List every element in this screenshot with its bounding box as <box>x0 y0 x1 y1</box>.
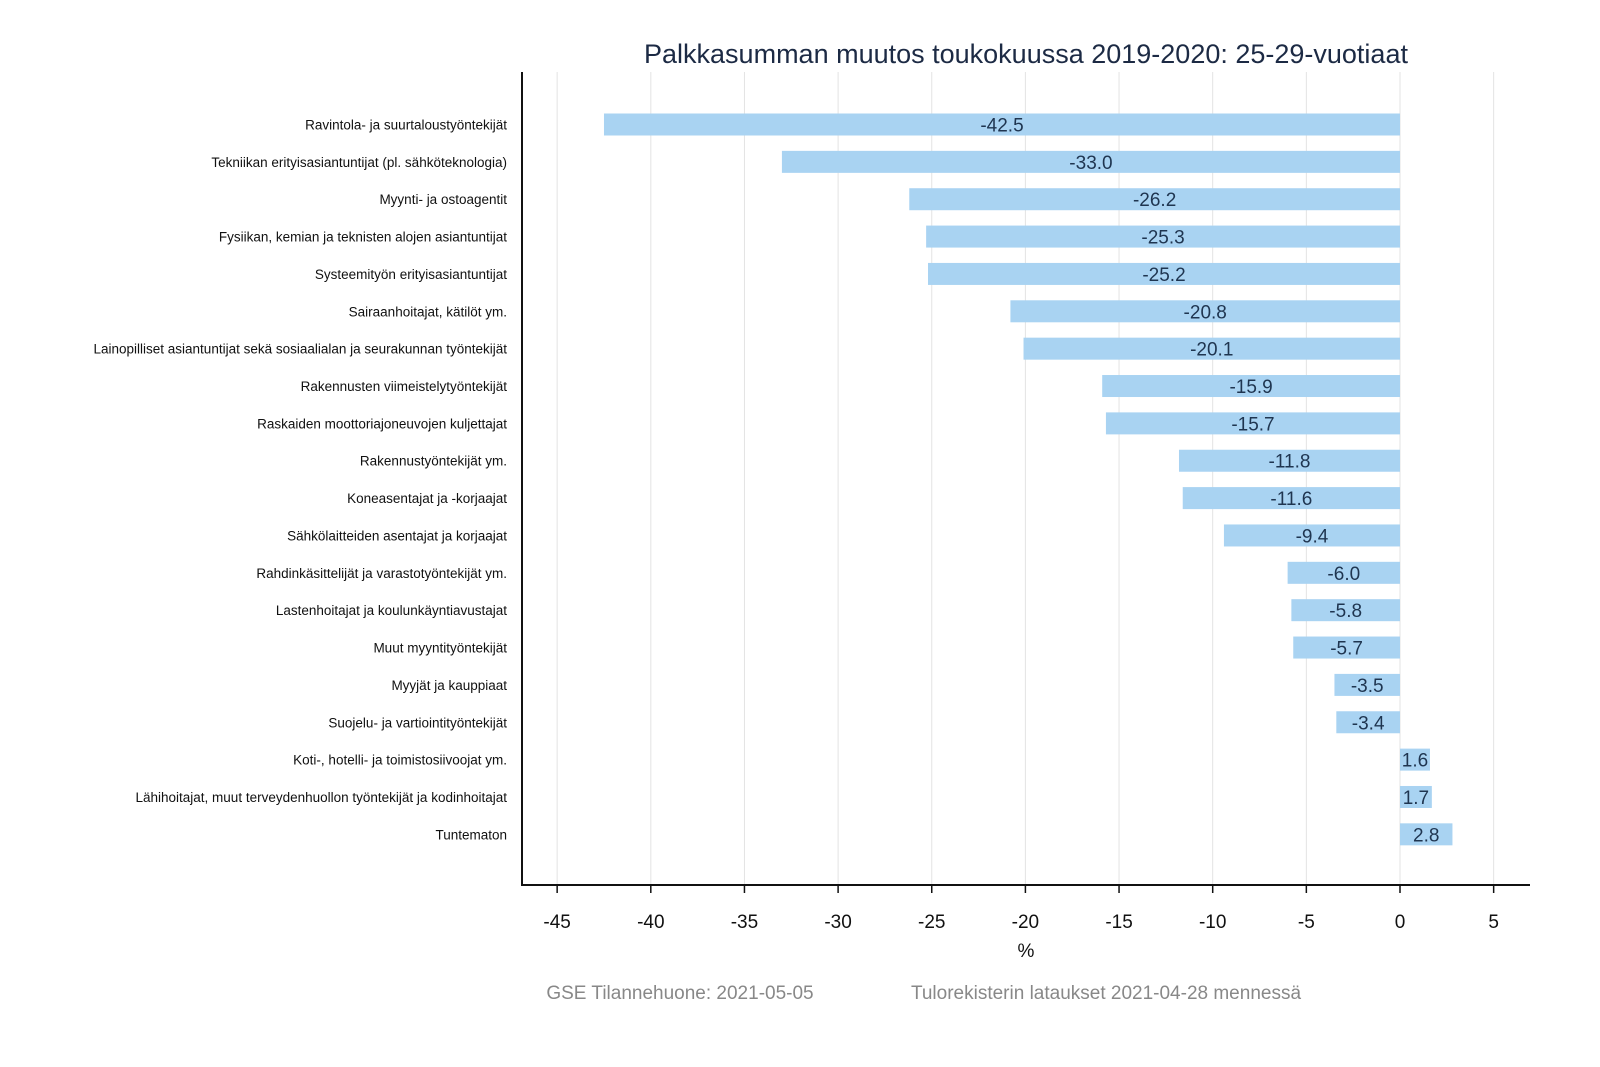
category-label: Sähkölaitteiden asentajat ja korjaajat <box>287 528 507 543</box>
bar-value-label: -20.8 <box>1184 302 1227 323</box>
bar-value-label: -15.9 <box>1229 377 1272 398</box>
bar-value-label: -11.8 <box>1269 452 1311 473</box>
bar <box>1102 375 1400 398</box>
x-tick-label: -35 <box>731 912 758 933</box>
category-label: Muut myyntityöntekijät <box>373 641 507 656</box>
bar-value-label: -3.5 <box>1351 676 1384 697</box>
bars: -42.5 Ravintola- ja suurtaloustyöntekijät… <box>93 113 1453 846</box>
bar-value-label: 2.8 <box>1413 825 1439 846</box>
bar <box>1010 300 1400 323</box>
category-label: Koneasentajat ja -korjaajat <box>347 491 507 506</box>
bar <box>1023 337 1400 360</box>
category-label: Suojelu- ja vartiointityöntekijät <box>328 715 507 730</box>
category-label: Koti-, hotelli- ja toimistosiivoojat ym. <box>293 753 507 768</box>
category-label: Rahdinkäsittelijät ja varastotyöntekijät… <box>256 566 507 581</box>
category-label: Lähihoitajat, muut terveydenhuollon työn… <box>136 790 508 805</box>
category-label: Lainopilliset asiantuntijat sekä sosiaal… <box>93 342 507 357</box>
bar <box>1105 412 1400 435</box>
bar-value-label: -25.2 <box>1142 265 1185 286</box>
category-label: Raskaiden moottoriajoneuvojen kuljettaja… <box>257 416 507 431</box>
bar-value-label: -9.4 <box>1296 526 1329 547</box>
x-tick-label: 5 <box>1488 912 1499 933</box>
bar-value-label: -5.8 <box>1329 601 1362 622</box>
bar <box>909 188 1400 211</box>
category-label: Myynti- ja ostoagentit <box>379 192 507 207</box>
bar-value-label: -26.2 <box>1133 190 1176 211</box>
bar-value-label: 1.7 <box>1403 788 1429 809</box>
bar-value-label: -3.4 <box>1352 713 1385 734</box>
bar-value-label: -6.0 <box>1327 564 1360 585</box>
footer-note: Tulorekisterin lataukset 2021-04-28 menn… <box>911 983 1301 1004</box>
bar <box>1293 636 1400 659</box>
x-tick-label: -25 <box>918 912 945 933</box>
bar-value-label: -33.0 <box>1069 153 1112 174</box>
bar-value-label: -5.7 <box>1330 639 1363 660</box>
category-label: Lastenhoitajat ja koulunkäyntiavustajat <box>276 603 507 618</box>
x-tick-label: -20 <box>1012 912 1039 933</box>
bar-value-label: -11.6 <box>1270 489 1312 510</box>
category-label: Tuntematon <box>435 827 507 842</box>
category-label: Systeemityön erityisasiantuntijat <box>315 267 507 282</box>
footer-source: GSE Tilannehuone: 2021-05-05 <box>546 983 813 1004</box>
x-axis-label: % <box>1018 941 1035 962</box>
bar <box>603 113 1400 136</box>
category-label: Myyjät ja kauppiaat <box>391 678 507 693</box>
x-tick-label: -10 <box>1199 912 1226 933</box>
bar <box>1223 524 1400 547</box>
chart-title: Palkkasumman muutos toukokuussa 2019-202… <box>644 39 1408 69</box>
bar-value-label: -20.1 <box>1190 340 1233 361</box>
bar <box>1334 673 1400 696</box>
bar <box>1287 561 1400 584</box>
bar-value-label: -15.7 <box>1231 414 1274 435</box>
bar-value-label: -42.5 <box>980 116 1023 137</box>
x-tick-label: -15 <box>1105 912 1132 933</box>
bar <box>781 150 1400 173</box>
bar <box>1400 823 1453 846</box>
bar-value-label: 1.6 <box>1402 751 1428 772</box>
x-tick-label: -30 <box>824 912 851 933</box>
x-tick-label: -5 <box>1298 912 1315 933</box>
category-label: Tekniikan erityisasiantuntijat (pl. sähk… <box>211 155 507 170</box>
x-tick-label: -40 <box>637 912 664 933</box>
bar <box>1178 449 1400 472</box>
bar <box>928 262 1400 285</box>
bar <box>1336 711 1400 734</box>
bar <box>926 225 1400 248</box>
category-label: Rakennustyöntekijät ym. <box>360 454 507 469</box>
bar <box>1291 599 1400 622</box>
category-label: Fysiikan, kemian ja teknisten alojen asi… <box>219 230 507 245</box>
category-label: Rakennusten viimeistelytyöntekijät <box>301 379 508 394</box>
x-ticks: -45 -40 -35 -30 -25 -20 -15 -10 -5 0 5 <box>543 885 1499 933</box>
x-tick-label: -45 <box>543 912 570 933</box>
category-label: Ravintola- ja suurtaloustyöntekijät <box>305 118 507 133</box>
bar-value-label: -25.3 <box>1141 228 1184 249</box>
x-tick-label: 0 <box>1395 912 1406 933</box>
bar <box>1400 748 1430 771</box>
bar <box>1182 487 1400 510</box>
bar <box>1400 785 1432 808</box>
category-label: Sairaanhoitajat, kätilöt ym. <box>349 304 507 319</box>
